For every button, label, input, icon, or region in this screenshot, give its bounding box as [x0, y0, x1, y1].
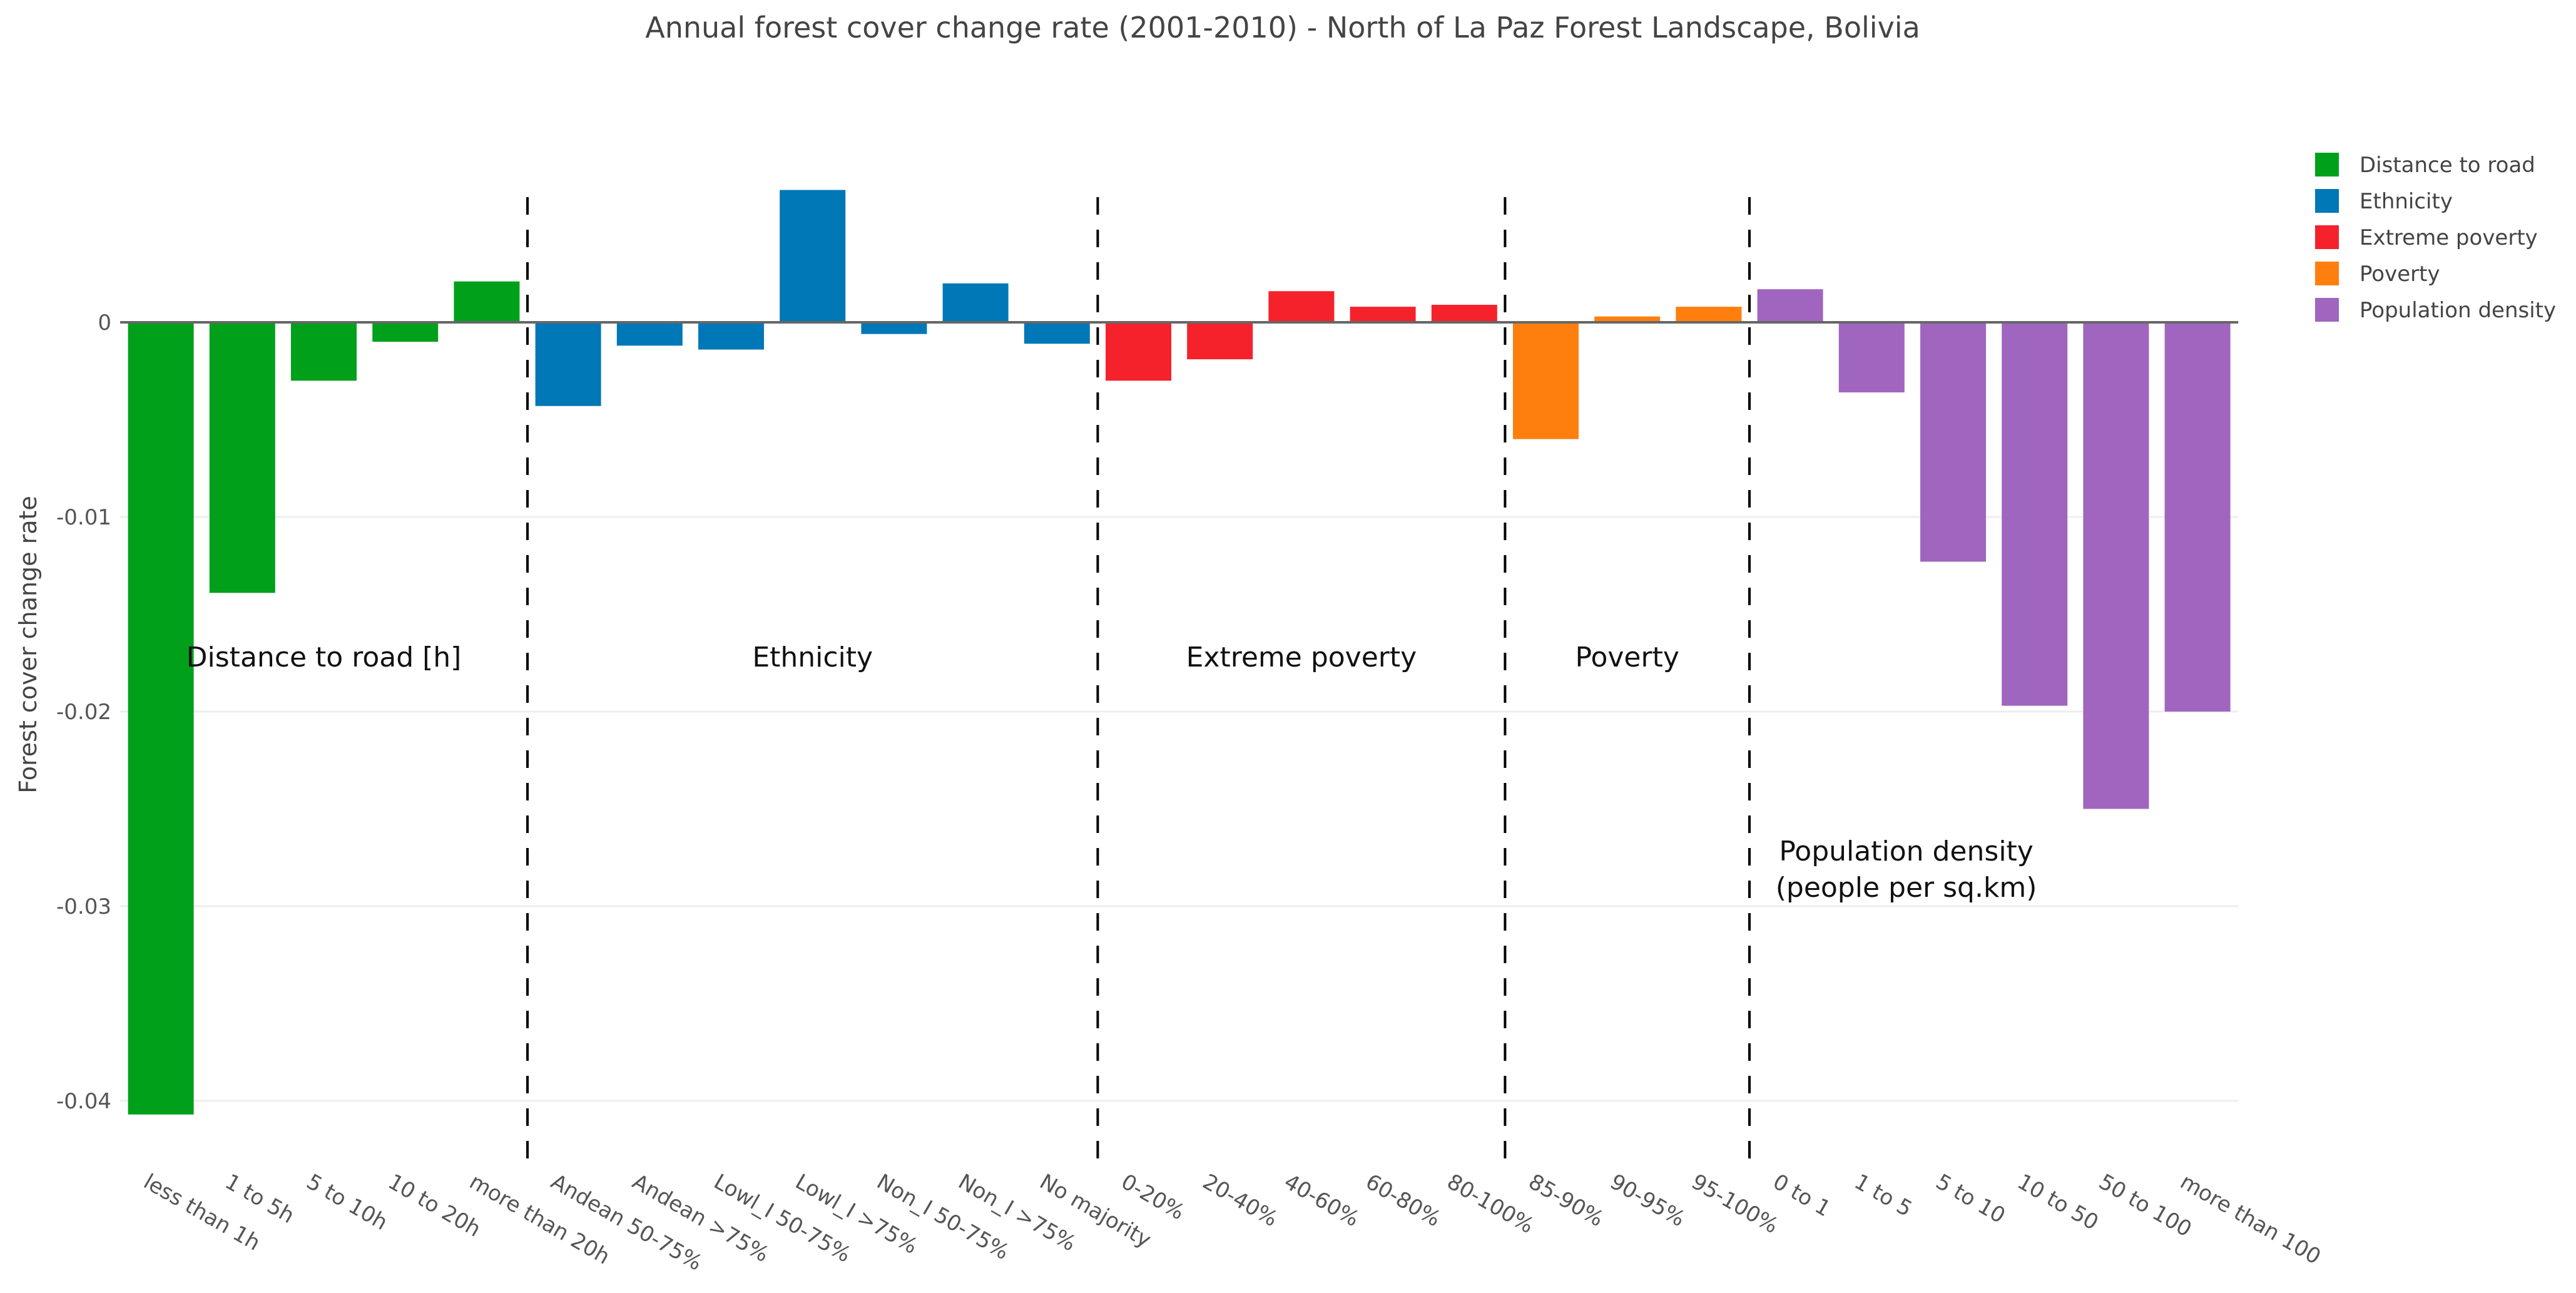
legend-swatch [2315, 153, 2339, 176]
x-tick-label: 85-90% [1524, 1169, 1608, 1232]
group-annotation: Population density [1779, 836, 2033, 867]
bar [209, 322, 275, 593]
x-tick-label: 5 to 10h [302, 1169, 392, 1235]
bar [1676, 307, 1742, 322]
bar [1513, 322, 1579, 439]
bar [1187, 322, 1253, 360]
bar [942, 283, 1009, 322]
legend-label: Distance to road [2360, 153, 2535, 178]
bar [1350, 307, 1416, 322]
bar [128, 322, 194, 1115]
x-tick-label: 0 to 1 [1769, 1169, 1835, 1222]
bar [780, 190, 846, 322]
x-tick-label: 60-80% [1362, 1169, 1445, 1232]
x-tick-label: 90-95% [1606, 1169, 1689, 1232]
legend-label: Ethnicity [2360, 189, 2453, 214]
bar [616, 322, 683, 346]
legend-swatch [2315, 189, 2339, 213]
bar [1431, 305, 1497, 322]
legend-label: Extreme poverty [2360, 225, 2538, 250]
x-tick-label: 50 to 100 [2094, 1169, 2196, 1242]
x-tick-label: 20-40% [1198, 1169, 1282, 1232]
y-tick-label: 0 [98, 310, 111, 335]
bar [1106, 322, 1171, 381]
x-tick-label: 1 to 5 [1850, 1169, 1917, 1222]
bar [1594, 316, 1661, 322]
bar [1024, 322, 1090, 344]
bar [1838, 322, 1905, 392]
x-tick-label: 80-100% [1443, 1169, 1538, 1239]
y-tick-label: -0.01 [56, 505, 111, 530]
bar [861, 322, 927, 334]
bar [535, 322, 601, 406]
bar [291, 322, 357, 381]
bar [2083, 322, 2149, 809]
bar [1268, 291, 1335, 322]
group-annotation: Distance to road [h] [186, 641, 462, 673]
x-tick-label: 10 to 20h [384, 1169, 485, 1242]
bar [2164, 322, 2231, 712]
legend-swatch [2315, 298, 2339, 322]
group-annotation: (people per sq.km) [1776, 872, 2037, 904]
bar [454, 281, 520, 322]
bar [2002, 322, 2068, 706]
chart-title: Annual forest cover change rate (2001-20… [645, 11, 1920, 44]
x-tick-label: more than 100 [2176, 1169, 2325, 1270]
bar [1920, 322, 1986, 562]
legend-label: Poverty [2360, 262, 2440, 287]
y-tick-label: -0.04 [56, 1089, 111, 1114]
group-annotation: Extreme poverty [1186, 641, 1417, 673]
bar [698, 322, 764, 350]
x-tick-label: Lowl_I 50-75% [710, 1169, 855, 1267]
group-annotation: Poverty [1576, 641, 1679, 673]
x-tick-label: 10 to 50 [2013, 1169, 2102, 1235]
y-axis-title: Forest cover change rate [14, 496, 42, 794]
x-tick-label: 95-100% [1687, 1169, 1782, 1239]
bar [1757, 289, 1823, 322]
x-tick-label: 5 to 10 [1932, 1169, 2009, 1229]
group-annotation: Ethnicity [752, 641, 873, 673]
legend-swatch [2315, 262, 2339, 285]
x-tick-label: 40-60% [1280, 1169, 1363, 1232]
bar [372, 322, 439, 342]
y-tick-label: -0.03 [56, 894, 111, 919]
legend-swatch [2315, 225, 2339, 249]
y-tick-label: -0.02 [56, 700, 111, 725]
x-tick-label: more than 20h [465, 1169, 614, 1270]
legend-label: Population density [2360, 298, 2556, 323]
